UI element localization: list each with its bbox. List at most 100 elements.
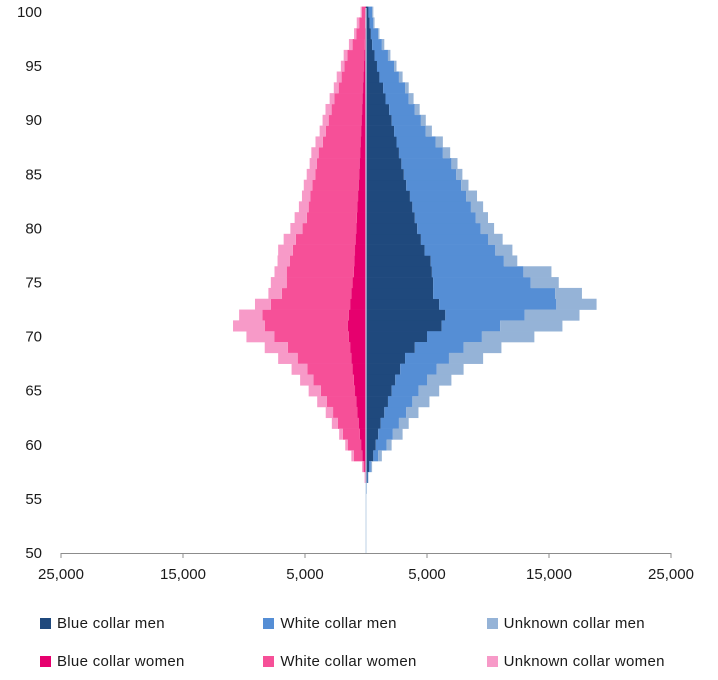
bar-unknown-collar-women-age-72 [239,310,262,321]
bar-blue-collar-men-age-76 [366,266,432,277]
bar-white-collar-men-age-57 [367,472,368,483]
bar-unknown-collar-men-age-68 [449,353,483,364]
bar-blue-collar-men-age-60 [366,439,376,450]
bar-blue-collar-women-age-67 [353,364,366,375]
bar-blue-collar-women-age-86 [360,158,366,169]
bar-unknown-collar-men-age-80 [481,223,494,234]
bar-white-collar-women-age-91 [332,104,363,115]
bar-unknown-collar-women-age-86 [310,158,317,169]
bar-white-collar-women-age-77 [290,255,355,266]
bar-white-collar-men-age-83 [410,191,466,202]
bar-unknown-collar-men-age-82 [471,201,483,212]
legend-label: Unknown collar women [504,653,665,670]
y-tick-label: 60 [25,437,42,454]
bar-white-collar-women-age-89 [326,126,361,137]
bar-unknown-collar-women-age-70 [246,331,274,342]
bar-blue-collar-women-age-68 [351,353,366,364]
bar-blue-collar-men-age-90 [366,115,392,126]
bar-unknown-collar-women-age-58 [362,461,363,472]
bar-unknown-collar-women-age-91 [326,104,332,115]
bar-white-collar-women-age-80 [303,223,357,234]
bar-white-collar-men-age-94 [379,72,399,83]
y-tick-label: 50 [25,545,42,562]
bar-unknown-collar-women-age-89 [320,126,326,137]
x-tick-label: 25,000 [648,566,694,583]
bar-unknown-collar-women-age-65 [309,385,321,396]
bar-blue-collar-men-age-91 [366,104,389,115]
bar-blue-collar-men-age-87 [366,147,399,158]
bar-unknown-collar-women-age-63 [326,407,333,418]
bar-white-collar-women-age-58 [363,461,364,472]
bar-blue-collar-women-age-87 [360,147,366,158]
bar-blue-collar-men-age-73 [366,299,439,310]
bar-white-collar-men-age-78 [425,245,496,256]
bar-white-collar-women-age-74 [282,288,352,299]
bar-blue-collar-men-age-93 [366,82,383,93]
bar-unknown-collar-men-age-97 [382,39,384,50]
bar-white-collar-women-age-73 [271,299,350,310]
bar-blue-collar-women-age-89 [361,126,366,137]
bar-unknown-collar-women-age-67 [292,364,308,375]
bar-blue-collar-women-age-73 [350,299,366,310]
bar-blue-collar-men-age-82 [366,201,412,212]
bar-unknown-collar-men-age-95 [394,61,396,72]
bar-white-collar-women-age-70 [275,331,349,342]
x-tick-label: 5,000 [286,566,324,583]
bar-white-collar-women-age-62 [338,418,359,429]
bar-unknown-collar-men-age-61 [393,429,403,440]
bar-blue-collar-women-age-63 [357,407,366,418]
bar-unknown-collar-women-age-87 [311,147,318,158]
bar-unknown-collar-women-age-79 [284,234,296,245]
bar-white-collar-women-age-71 [265,320,348,331]
bar-blue-collar-women-age-88 [361,136,366,147]
bar-blue-collar-men-age-66 [366,374,395,385]
bar-unknown-collar-men-age-63 [406,407,418,418]
bar-unknown-collar-men-age-86 [451,158,457,169]
bar-white-collar-women-age-75 [287,277,353,288]
bar-white-collar-men-age-65 [392,385,419,396]
bar-blue-collar-women-age-65 [355,385,366,396]
bar-unknown-collar-men-age-71 [500,320,562,331]
legend-item-unknown-collar-men: Unknown collar men [487,615,710,632]
bar-unknown-collar-women-age-100 [361,7,362,18]
bar-white-collar-men-age-82 [412,201,471,212]
bar-unknown-collar-men-age-79 [488,234,503,245]
bar-unknown-collar-men-age-96 [388,50,390,61]
bar-white-collar-men-age-90 [392,115,421,126]
bar-blue-collar-men-age-67 [366,364,400,375]
bar-blue-collar-women-age-79 [356,234,366,245]
bar-unknown-collar-women-age-80 [290,223,302,234]
bar-white-collar-women-age-86 [317,158,360,169]
bar-unknown-collar-women-age-95 [341,61,345,72]
y-tick-label: 95 [25,58,42,75]
bar-blue-collar-women-age-61 [360,429,366,440]
bar-blue-collar-women-age-76 [354,266,366,277]
bar-blue-collar-men-age-61 [366,429,378,440]
bar-unknown-collar-women-age-78 [278,245,293,256]
bar-unknown-collar-men-age-99 [373,17,374,28]
bar-unknown-collar-men-age-83 [466,191,477,202]
y-tick-label: 85 [25,166,42,183]
legend-label: Unknown collar men [504,615,645,632]
y-tick-label: 80 [25,220,42,237]
bar-white-collar-women-age-79 [296,234,356,245]
bar-unknown-collar-men-age-60 [387,439,392,450]
bar-white-collar-women-age-76 [287,266,354,277]
bar-unknown-collar-men-age-84 [461,180,468,191]
bar-white-collar-women-age-84 [312,180,358,191]
bar-white-collar-women-age-98 [356,28,365,39]
bar-white-collar-men-age-73 [439,299,556,310]
x-tick-label: 25,000 [38,566,84,583]
bar-white-collar-women-age-68 [298,353,352,364]
bar-blue-collar-women-age-64 [356,396,366,407]
bar-white-collar-men-age-85 [404,169,456,180]
bar-white-collar-women-age-59 [354,450,363,461]
bar-unknown-collar-women-age-60 [345,439,347,450]
bar-unknown-collar-women-age-98 [354,28,356,39]
bar-white-collar-men-age-87 [399,147,443,158]
bar-blue-collar-men-age-77 [366,255,431,266]
bar-blue-collar-women-age-84 [359,180,366,191]
bar-blue-collar-men-age-71 [366,320,442,331]
bar-white-collar-women-age-64 [327,396,356,407]
